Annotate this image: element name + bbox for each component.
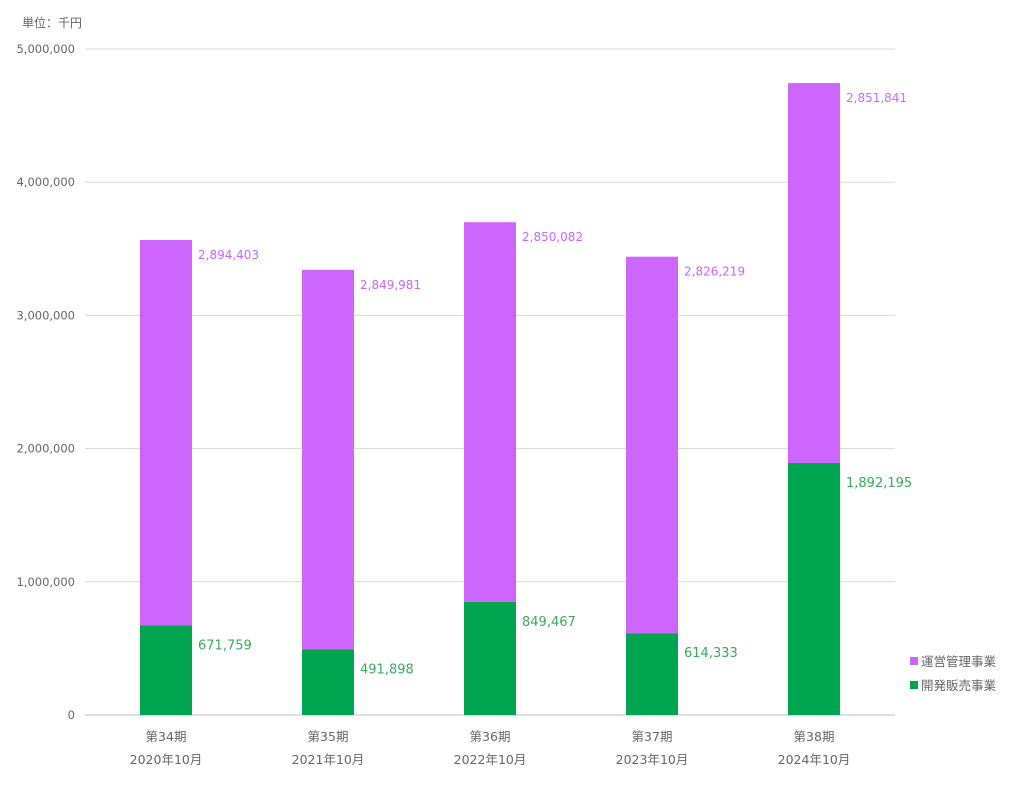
data-label: 491,898: [360, 662, 414, 677]
bar-development-sales: [788, 462, 840, 715]
y-tick-label: 1,000,000: [16, 575, 75, 589]
x-tick-period: 第35期: [308, 729, 349, 744]
bar-development-sales: [464, 601, 516, 715]
y-tick-label: 4,000,000: [16, 175, 75, 189]
legend-label: 開発販売事業: [921, 678, 997, 693]
y-tick-label: 3,000,000: [16, 308, 75, 322]
x-tick-date: 2021年10月: [292, 752, 365, 767]
data-label: 849,467: [522, 615, 576, 630]
x-tick-date: 2023年10月: [616, 752, 689, 767]
legend-swatch: [910, 657, 918, 665]
data-label: 671,759: [198, 639, 252, 654]
x-tick-period: 第38期: [794, 729, 835, 744]
bar-operation-management: [626, 256, 678, 634]
data-label: 614,333: [684, 646, 738, 661]
data-label: 2,851,841: [846, 91, 907, 105]
data-label: 2,849,981: [360, 278, 421, 292]
y-tick-label: 0: [68, 708, 75, 722]
bar-development-sales: [626, 633, 678, 715]
legend-label: 運営管理事業: [921, 654, 997, 669]
x-tick-period: 第36期: [470, 729, 511, 744]
x-tick-date: 2022年10月: [454, 752, 527, 767]
y-tick-label: 2,000,000: [16, 442, 75, 456]
bar-development-sales: [302, 649, 354, 715]
bar-operation-management: [788, 83, 840, 463]
data-label: 2,826,219: [684, 265, 745, 279]
x-tick-period: 第37期: [632, 729, 673, 744]
x-tick-date: 2024年10月: [778, 752, 851, 767]
bar-operation-management: [140, 239, 192, 626]
x-tick-date: 2020年10月: [130, 752, 203, 767]
data-label: 2,850,082: [522, 230, 583, 244]
bar-operation-management: [464, 222, 516, 602]
data-label: 1,892,195: [846, 476, 912, 491]
y-tick-label: 5,000,000: [16, 42, 75, 56]
unit-label: 単位：千円: [22, 15, 82, 30]
legend-swatch: [910, 681, 918, 689]
bar-development-sales: [140, 625, 192, 715]
bar-operation-management: [302, 269, 354, 650]
data-label: 2,894,403: [198, 248, 259, 262]
x-tick-period: 第34期: [146, 729, 187, 744]
